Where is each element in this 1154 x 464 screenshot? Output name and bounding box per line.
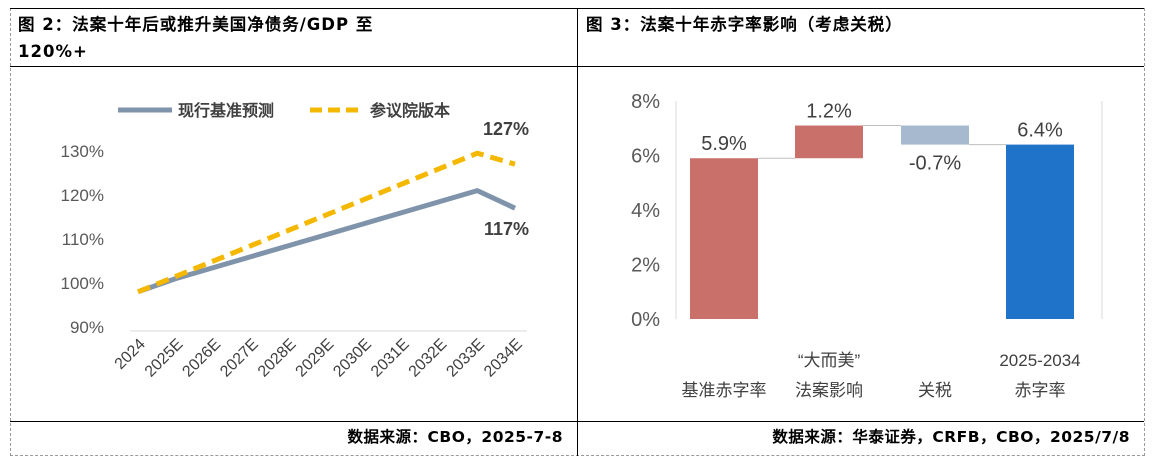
value-labels: 5.9% 1.2% -0.7% 6.4%	[701, 101, 1063, 175]
y-tick-label: 8%	[631, 91, 660, 113]
right-source: 数据来源：华泰证券，CRFB，CBO，2025/7/8	[772, 428, 1130, 446]
value-label: 5.9%	[701, 133, 747, 155]
x-tick-label: 2027E	[217, 336, 262, 381]
category-label: 法案影响	[795, 381, 863, 400]
bill-impact-bar	[795, 125, 863, 159]
end-labels: 117% 127%	[483, 119, 529, 239]
baseline-series-line	[137, 188, 517, 295]
y-tick-label: 4%	[631, 200, 660, 222]
connectors	[758, 125, 1006, 159]
y-tick-label: 100%	[61, 274, 104, 293]
category-label: 关税	[918, 381, 952, 400]
value-label: 1.2%	[806, 101, 852, 123]
category-label: “大而美”	[798, 351, 861, 370]
category-label: 赤字率	[1015, 381, 1066, 400]
category-label: 2025-2034	[999, 351, 1080, 370]
y-tick-labels: 90% 100% 110% 120% 130%	[61, 142, 104, 337]
right-title: 图 3：法案十年赤字率影响（考虑关税）	[586, 15, 903, 34]
debt-line-chart: 90% 100% 110% 120% 130% 20242025E2026E2027E2…	[61, 101, 529, 381]
left-panel: 图 2：法案十年后或推升美国净债务/GDP 至 120%+ 90% 100% 110…	[10, 8, 577, 456]
x-tick-label: 2025E	[142, 336, 187, 381]
y-tick-label: 2%	[631, 255, 660, 277]
right-title-divider	[578, 66, 1144, 67]
x-tick-label: 2026E	[179, 336, 224, 381]
x-tick-label: 2031E	[368, 336, 413, 381]
tariff-bar	[901, 125, 969, 145]
category-label: 基准赤字率	[682, 381, 767, 400]
plot-axes	[675, 101, 1103, 319]
total-deficit-bar	[1006, 144, 1074, 319]
y-tick-label: 110%	[62, 230, 104, 249]
left-title-line2: 120%+	[18, 42, 88, 61]
waterfall-bars	[690, 125, 1074, 319]
left-source-divider	[10, 421, 577, 422]
baseline-end-label: 117%	[484, 219, 529, 239]
left-title-divider	[10, 66, 577, 67]
x-tick-label: 2029E	[293, 336, 338, 381]
value-label: -0.7%	[909, 153, 961, 175]
right-source-divider	[578, 421, 1144, 422]
deficit-waterfall-chart: 0% 2% 4% 6% 8% 5.9% 1.2% -0.7% 6.4% 基准赤字率 “大而美” 法…	[631, 91, 1103, 400]
senate-end-label: 127%	[483, 119, 529, 139]
x-tick-label: 2034E	[481, 336, 526, 381]
y-tick-labels: 0% 2% 4% 6% 8%	[631, 91, 660, 331]
y-tick-label: 90%	[70, 318, 104, 337]
x-tick-label: 2028E	[255, 336, 300, 381]
legend-senate-label: 参议院版本	[370, 101, 450, 120]
y-tick-label: 130%	[61, 142, 104, 161]
value-label: 6.4%	[1017, 120, 1063, 142]
y-tick-label: 6%	[631, 146, 660, 168]
y-tick-label: 120%	[61, 186, 104, 205]
left-title-line1: 图 2：法案十年后或推升美国净债务/GDP 至	[18, 15, 374, 34]
legend-baseline-label: 现行基准预测	[178, 101, 274, 120]
category-labels: 基准赤字率 “大而美” 法案影响 关税 2025-2034 赤字率	[682, 351, 1081, 400]
x-tick-label: 2030E	[330, 336, 375, 381]
x-tick-labels: 20242025E2026E2027E2028E2029E2030E2031E2…	[112, 336, 526, 381]
left-title: 图 2：法案十年后或推升美国净债务/GDP 至 120%+	[18, 11, 373, 65]
left-source: 数据来源：CBO，2025-7-8	[347, 428, 563, 446]
senate-series-line	[137, 150, 516, 295]
legend: 现行基准预测 参议院版本	[118, 101, 450, 120]
x-tick-label: 2032E	[406, 336, 451, 381]
y-tick-label: 0%	[631, 309, 660, 331]
x-tick-label: 2033E	[443, 336, 488, 381]
series-lines	[137, 150, 517, 295]
baseline-deficit-bar	[690, 158, 758, 319]
right-panel: 图 3：法案十年赤字率影响（考虑关税） 0% 2% 4% 6% 8% 5.9% 1.2% -…	[577, 8, 1144, 456]
